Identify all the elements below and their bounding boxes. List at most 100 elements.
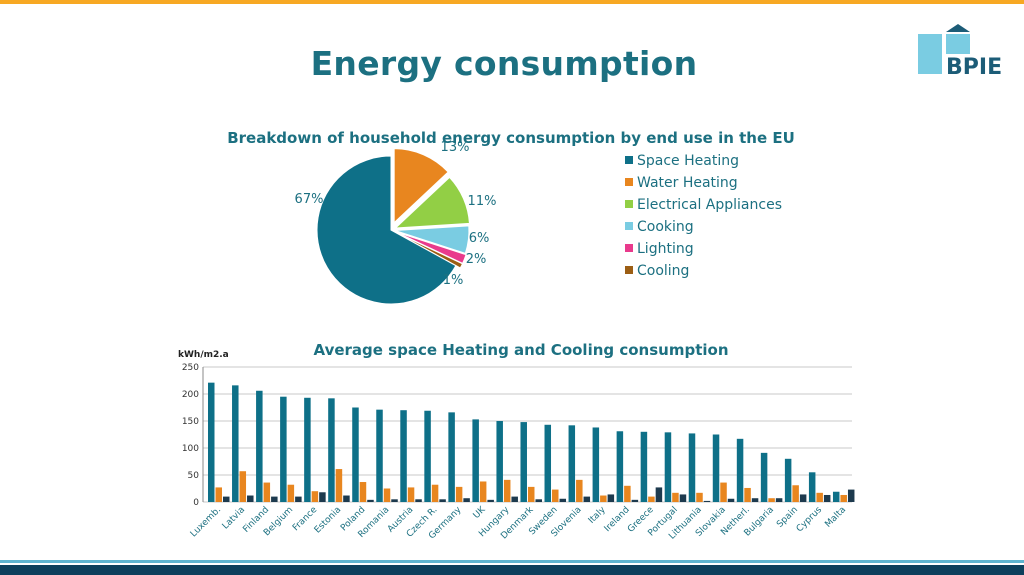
bar-cyprus-s1 xyxy=(808,472,816,502)
bar-hungary-s3 xyxy=(511,496,518,502)
bar-netherl--s3 xyxy=(751,498,759,502)
bar-netherl--s1 xyxy=(736,438,744,502)
bar-malta-s3 xyxy=(847,489,855,502)
bar-latvia-s2 xyxy=(239,471,247,502)
bar-estonia-s3 xyxy=(343,495,350,502)
bar-luxemb--s1 xyxy=(208,382,215,502)
top-accent-bar xyxy=(0,0,1024,4)
bar-bulgaria-s2 xyxy=(768,498,775,502)
bottom-bar xyxy=(0,558,1024,575)
x-tick-label: Estonia xyxy=(313,505,344,536)
bar-italy-s3 xyxy=(607,494,615,502)
bar-greece-s2 xyxy=(648,496,655,502)
y-tick-label: 150 xyxy=(182,417,199,427)
bar-slovenia-s3 xyxy=(583,496,591,502)
bar-germany-s2 xyxy=(455,486,463,502)
bar-germany-s3 xyxy=(463,498,470,502)
bar-czech-r--s3 xyxy=(439,499,446,502)
bar-romania-s2 xyxy=(383,488,391,502)
bar-belgium-s3 xyxy=(295,496,302,502)
legend-label: Cooling xyxy=(637,263,689,279)
y-tick-label: 200 xyxy=(182,390,199,400)
bar-portugal-s3 xyxy=(679,494,687,502)
bar-ireland-s1 xyxy=(616,431,624,502)
legend-swatch xyxy=(625,156,633,164)
x-tick-label: Malta xyxy=(823,505,848,530)
bar-austria-s3 xyxy=(415,499,422,502)
x-tick-label: Cyprus xyxy=(795,505,825,535)
bar-slovenia-s2 xyxy=(576,479,583,502)
bar-sweden-s3 xyxy=(559,498,567,502)
bar-portugal-s2 xyxy=(672,492,679,502)
bar-uk-s2 xyxy=(479,481,487,502)
bar-chart: Average space Heating and Cooling consum… xyxy=(178,341,855,542)
bar-denmark-s2 xyxy=(527,486,535,502)
bar-uk-s1 xyxy=(472,419,479,502)
bottom-stripe xyxy=(0,560,1024,563)
bar-poland-s2 xyxy=(359,482,367,502)
y-tick-label: 50 xyxy=(188,471,200,481)
logo-square-right xyxy=(946,34,970,54)
x-tick-label: Italy xyxy=(587,505,608,526)
x-tick-label: UK xyxy=(472,504,489,521)
bar-chart-title: Average space Heating and Cooling consum… xyxy=(314,341,729,359)
bar-cyprus-s2 xyxy=(816,492,823,502)
bar-spain-s2 xyxy=(792,485,799,502)
legend-swatch xyxy=(625,200,633,208)
bar-czech-r--s2 xyxy=(431,484,439,502)
y-tick-label: 0 xyxy=(193,498,199,508)
bar-netherl--s2 xyxy=(744,487,751,502)
bar-finland-s3 xyxy=(271,496,278,502)
bar-poland-s3 xyxy=(367,499,374,502)
bar-ireland-s3 xyxy=(631,499,639,502)
bar-lithuania-s3 xyxy=(703,500,711,502)
logo-square-left xyxy=(918,34,942,74)
bar-luxemb--s3 xyxy=(223,496,230,502)
bar-uk-s3 xyxy=(487,499,494,502)
bar-belgium-s2 xyxy=(287,484,295,502)
legend-label: Electrical Appliances xyxy=(637,197,782,213)
pie-value-label: 67% xyxy=(295,192,324,207)
bar-czech-r--s1 xyxy=(424,410,431,502)
bar-greece-s1 xyxy=(640,431,648,502)
bar-cyprus-s3 xyxy=(823,494,831,502)
pie-slice-space-heating xyxy=(316,155,457,305)
logo-roof xyxy=(946,24,970,32)
bar-sweden-s2 xyxy=(552,489,559,502)
legend-label: Water Heating xyxy=(637,175,738,191)
pie-slice-water-heating xyxy=(393,148,449,224)
legend-label: Lighting xyxy=(637,241,694,257)
bar-austria-s1 xyxy=(400,410,407,502)
bar-greece-s3 xyxy=(655,487,663,502)
bpie-logo: BPIE xyxy=(918,24,1002,78)
pie-value-label: 13% xyxy=(441,140,470,155)
y-tick-label: 100 xyxy=(182,444,199,454)
bar-finland-s1 xyxy=(256,390,263,502)
legend-label: Space Heating xyxy=(637,153,739,169)
bar-hungary-s2 xyxy=(503,479,511,502)
y-axis-label: kWh/m2.a xyxy=(178,350,229,360)
pie-chart-title: Breakdown of household energy consumptio… xyxy=(227,129,795,147)
bar-spain-s1 xyxy=(784,458,792,502)
legend-label: Cooking xyxy=(637,219,694,235)
pie-value-label: 1% xyxy=(443,273,464,288)
legend-swatch xyxy=(625,178,633,186)
bar-bulgaria-s3 xyxy=(775,498,783,502)
bar-portugal-s1 xyxy=(664,432,672,502)
bar-italy-s2 xyxy=(600,495,607,502)
bar-romania-s3 xyxy=(391,499,398,502)
bar-france-s1 xyxy=(304,397,311,502)
bar-hungary-s1 xyxy=(496,421,503,502)
bar-germany-s1 xyxy=(448,412,455,502)
pie-slice-cooking xyxy=(394,225,470,254)
pie-value-label: 2% xyxy=(466,252,487,267)
bottom-band xyxy=(0,565,1024,575)
bar-latvia-s1 xyxy=(232,385,239,502)
bar-slovakia-s3 xyxy=(727,498,735,502)
y-tick-label: 250 xyxy=(182,363,199,373)
legend-swatch xyxy=(625,266,633,274)
bar-latvia-s3 xyxy=(247,495,254,502)
bar-france-s3 xyxy=(319,492,326,502)
bar-malta-s1 xyxy=(832,491,840,502)
bar-france-s2 xyxy=(311,491,319,502)
